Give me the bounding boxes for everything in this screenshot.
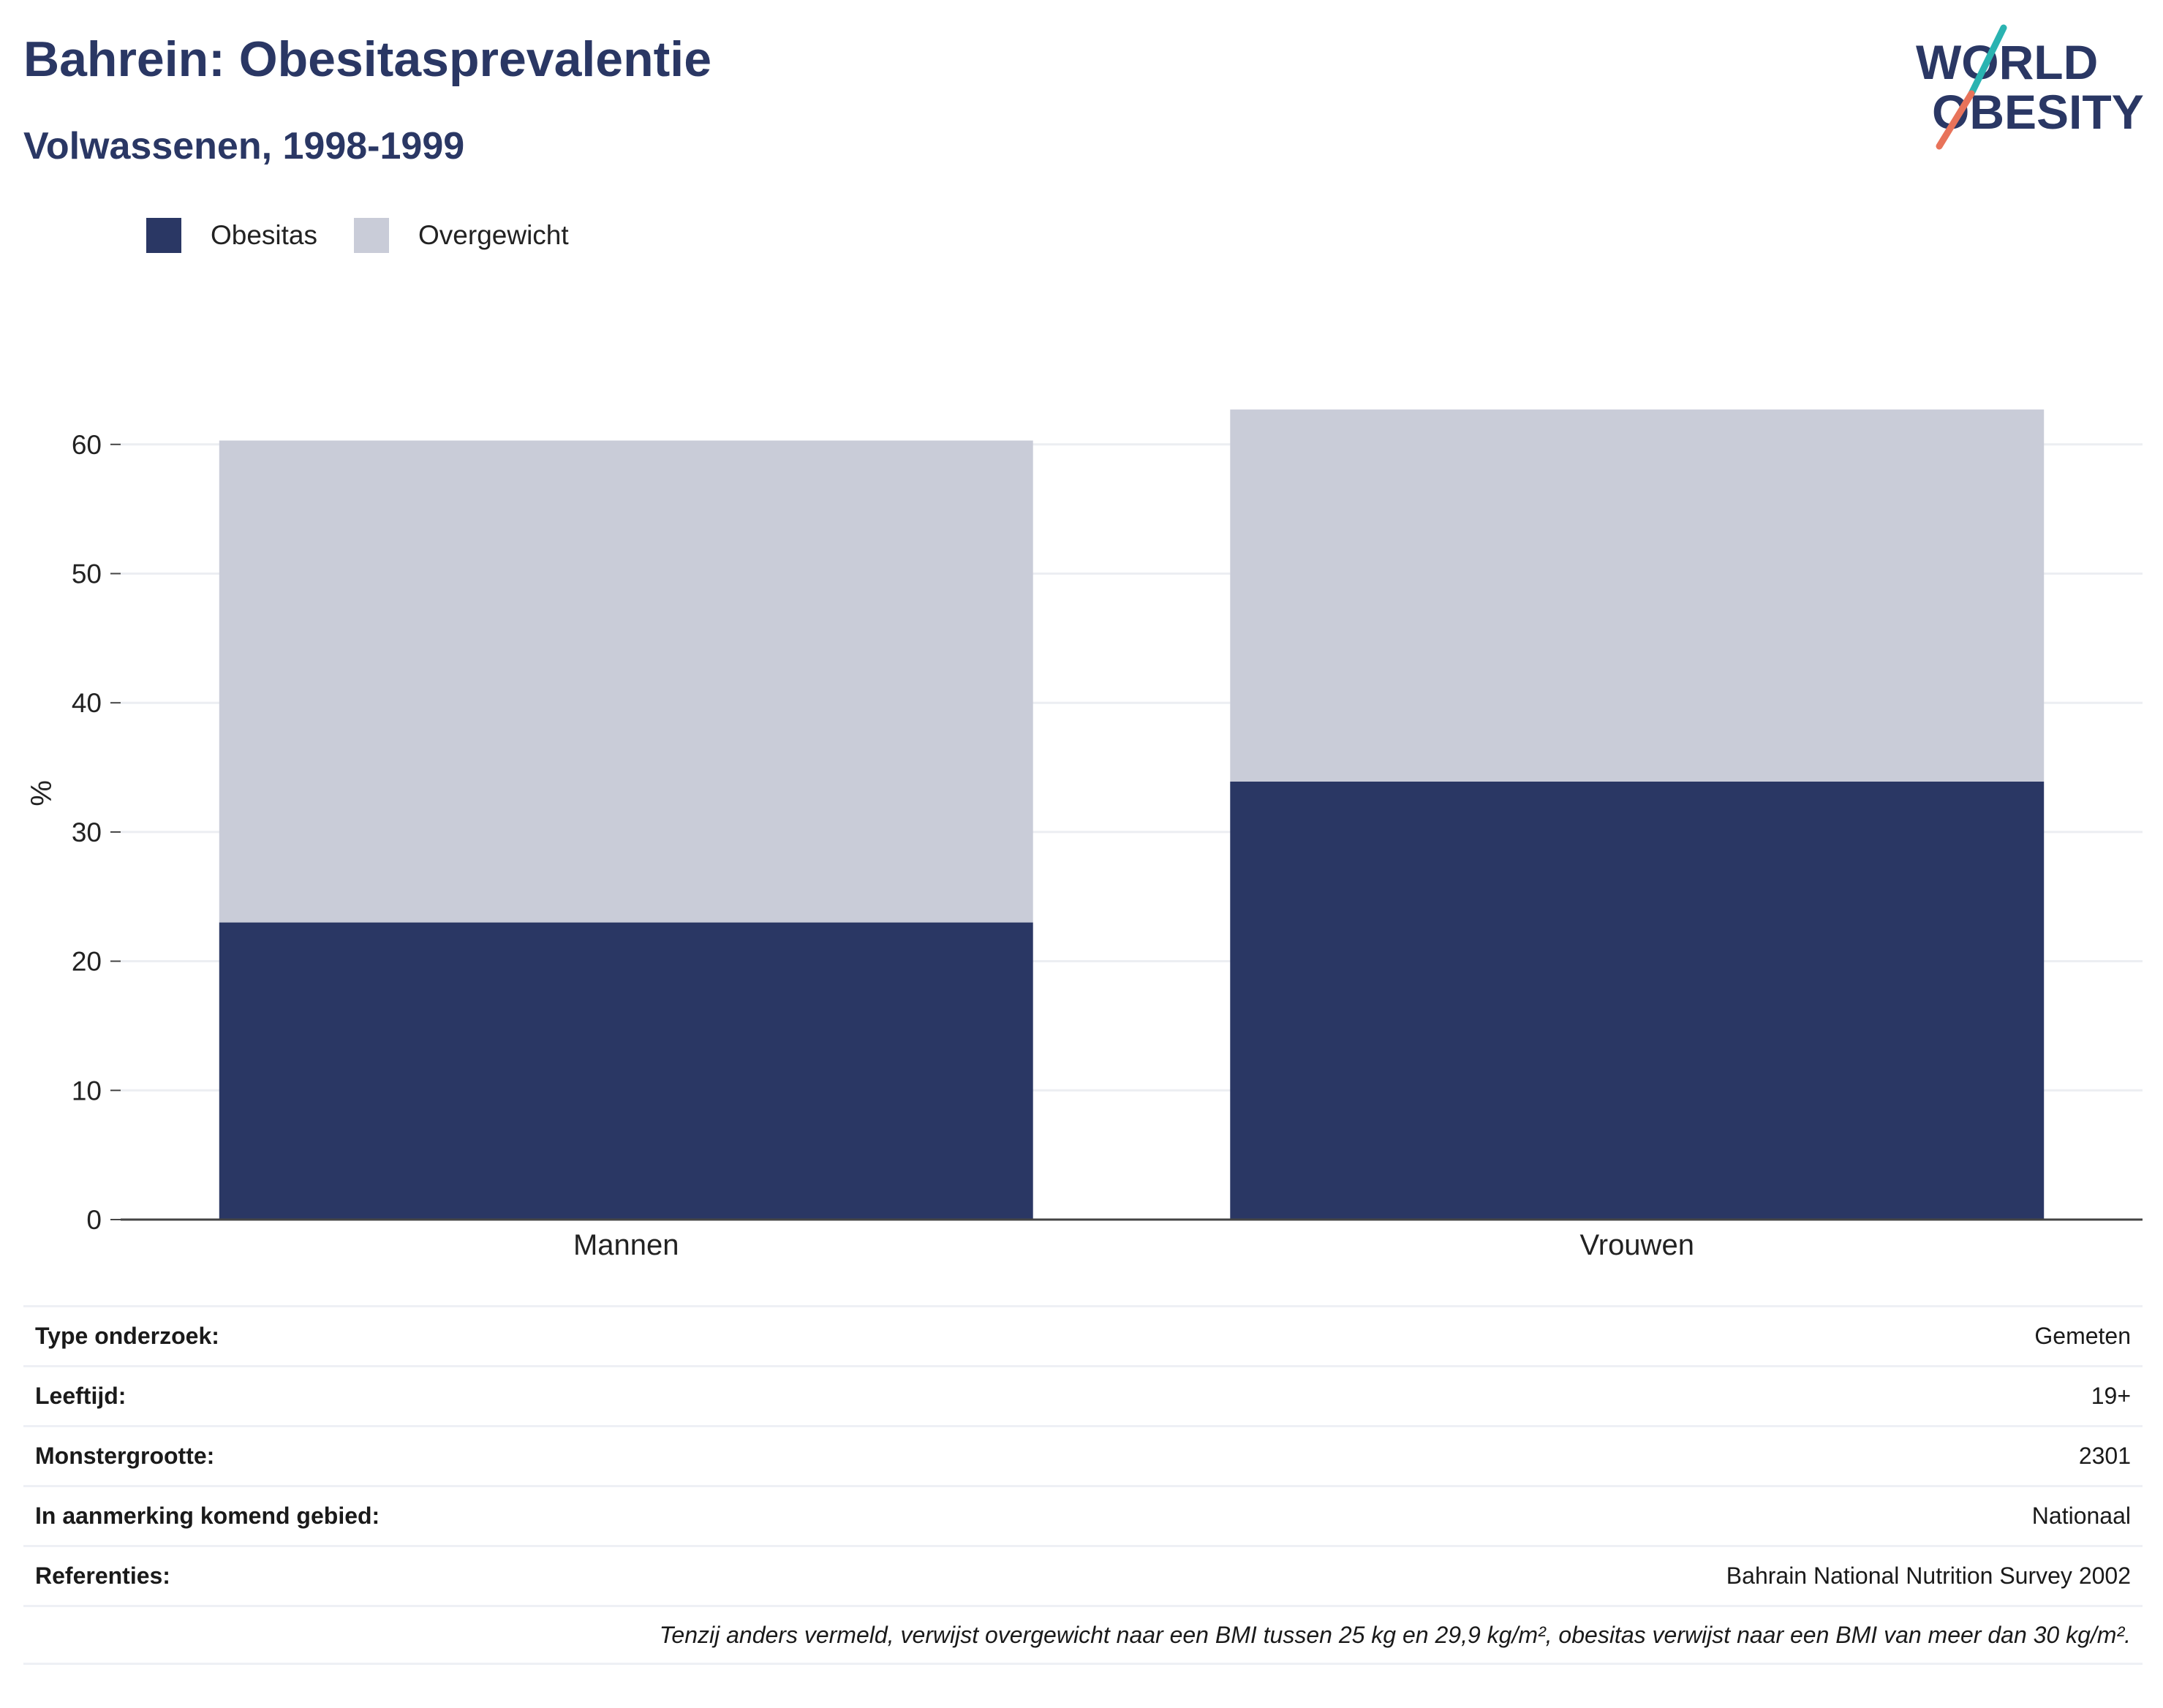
info-label: Leeftijd:: [35, 1383, 127, 1409]
info-value: Nationaal: [2031, 1503, 2131, 1529]
legend-label-obesitas: Obesitas: [211, 220, 318, 250]
survey-info-table: Type onderzoek: Gemeten Leeftijd: 19+ Mo…: [23, 1305, 2143, 1665]
info-row-age: Leeftijd: 19+: [23, 1365, 2143, 1425]
info-label: Monstergrootte:: [35, 1443, 215, 1469]
bmi-definition-note: Tenzij anders vermeld, verwijst overgewi…: [23, 1605, 2143, 1665]
legend-item-overgewicht: Overgewicht: [354, 218, 569, 253]
y-tick-label: 10: [72, 1076, 102, 1106]
logo-slash-top: [1968, 24, 2007, 97]
y-tick-label: 40: [72, 688, 102, 718]
info-label: In aanmerking komend gebied:: [35, 1503, 380, 1529]
info-row-type: Type onderzoek: Gemeten: [23, 1305, 2143, 1365]
logo-slash-bottom: [1936, 90, 1975, 150]
info-value: Gemeten: [2034, 1323, 2131, 1349]
legend-swatch-obesitas: [146, 218, 181, 253]
chart-legend: Obesitas Overgewicht: [146, 218, 605, 253]
info-label: Type onderzoek:: [35, 1323, 219, 1349]
info-row-area: In aanmerking komend gebied: Nationaal: [23, 1485, 2143, 1545]
y-tick-label: 0: [86, 1205, 102, 1235]
bar-chart: 0 10 20 30 40 50 60% Mannen Vrouwen: [26, 409, 2143, 1261]
legend-label-overgewicht: Overgewicht: [418, 220, 569, 250]
y-tick-label: 60: [72, 430, 102, 460]
info-value: 19+: [2091, 1383, 2131, 1409]
y-tick-label: 30: [72, 817, 102, 847]
y-axis-label: %: [26, 780, 58, 806]
logo-line1: WORLD: [1916, 35, 2098, 89]
legend-item-obesitas: Obesitas: [146, 218, 317, 253]
info-value: 2301: [2078, 1443, 2131, 1469]
bar-obesitas-vrouwen: [1230, 781, 2045, 1220]
bar-overgewicht-mannen: [219, 440, 1033, 923]
info-row-references: Referenties: Bahrain National Nutrition …: [23, 1545, 2143, 1605]
y-tick-label: 50: [72, 559, 102, 589]
x-tick-label: Mannen: [573, 1229, 679, 1261]
world-obesity-logo: WORLD OBESITY: [1916, 24, 2144, 150]
page-title: Bahrein: Obesitasprevalentie: [23, 31, 712, 87]
bar-overgewicht-vrouwen: [1230, 409, 2045, 782]
info-row-sample-size: Monstergrootte: 2301: [23, 1425, 2143, 1485]
y-tick-label: 20: [72, 947, 102, 977]
bar-obesitas-mannen: [219, 922, 1033, 1220]
page-subtitle: Volwassenen, 1998-1999: [23, 125, 465, 167]
info-value: Bahrain National Nutrition Survey 2002: [1726, 1562, 2131, 1589]
info-label: Referenties:: [35, 1562, 170, 1589]
legend-swatch-overgewicht: [354, 218, 390, 253]
logo-line2: OBESITY: [1932, 85, 2144, 139]
x-tick-label: Vrouwen: [1580, 1229, 1694, 1261]
